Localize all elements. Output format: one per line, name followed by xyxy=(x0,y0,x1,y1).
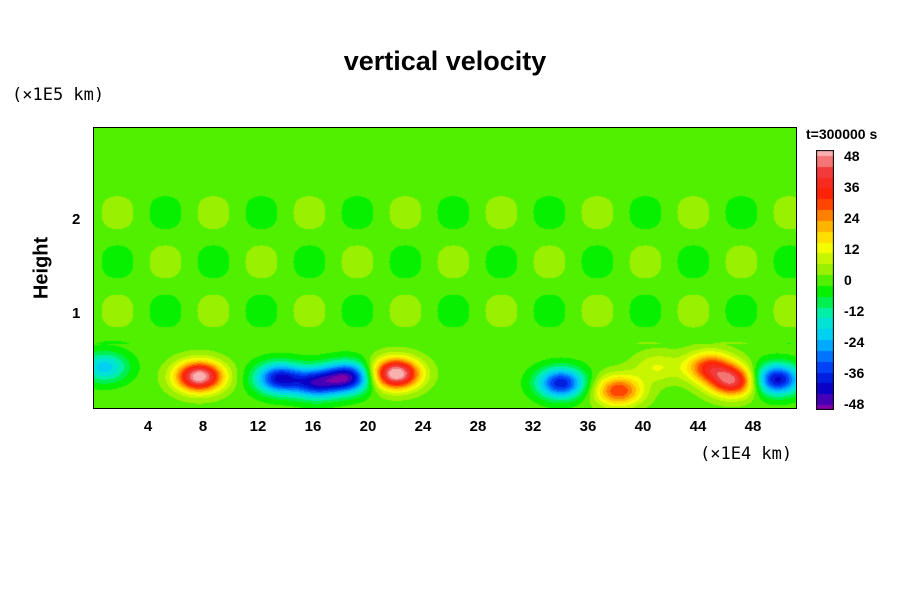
colorbar-tick-label: 0 xyxy=(844,272,852,288)
colorbar-tick-label: 24 xyxy=(844,210,860,226)
colorbar-tick-label: -48 xyxy=(844,396,865,412)
colorbar-tick-label: -36 xyxy=(844,365,865,381)
y-tick-label: 1 xyxy=(72,305,81,322)
x-tick-label: 4 xyxy=(143,418,153,435)
colorbar xyxy=(816,150,834,410)
y-axis-unit: (×1E5 km) xyxy=(12,85,105,105)
colorbar-tick-label: 12 xyxy=(844,241,860,257)
y-tick-label: 2 xyxy=(72,211,81,228)
x-axis-unit: (×1E4 km) xyxy=(700,444,793,464)
x-tick-label: 12 xyxy=(249,418,267,435)
colorbar-tick-label: -24 xyxy=(844,334,865,350)
x-tick-label: 28 xyxy=(469,418,487,435)
x-tick-label: 20 xyxy=(359,418,377,435)
x-tick-label: 16 xyxy=(304,418,322,435)
plot-border xyxy=(93,127,797,409)
x-tick-label: 44 xyxy=(689,418,707,435)
chart-title: vertical velocity xyxy=(343,46,547,76)
x-tick-label: 40 xyxy=(634,418,652,435)
colorbar-tick-label: 48 xyxy=(844,148,860,164)
colorbar-tick-label: 36 xyxy=(844,179,860,195)
x-tick-label: 24 xyxy=(414,418,432,435)
time-label: t=300000 s xyxy=(806,126,878,142)
x-tick-label: 48 xyxy=(744,418,762,435)
x-tick-label: 36 xyxy=(579,418,597,435)
colorbar-tick-label: -12 xyxy=(844,303,865,319)
y-axis-label: Height xyxy=(30,236,53,300)
x-tick-label: 8 xyxy=(198,418,208,435)
heatmap-plot xyxy=(93,127,797,409)
x-tick-label: 32 xyxy=(524,418,542,435)
plot-frame xyxy=(93,127,797,409)
